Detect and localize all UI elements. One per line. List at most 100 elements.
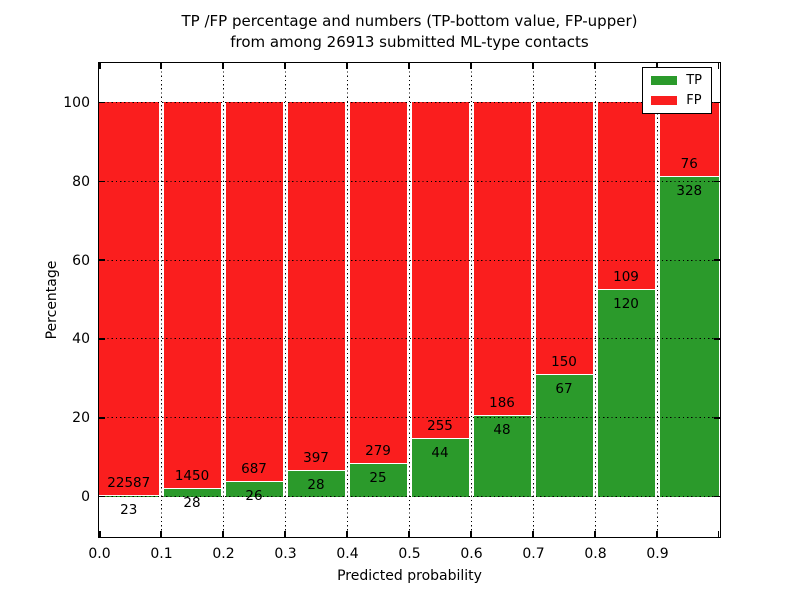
x-tick-mark: [160, 63, 162, 69]
bar-label-tp-count: 328: [676, 182, 703, 199]
bar-segment-tp: [535, 374, 593, 497]
x-tick-label: 0.4: [336, 546, 359, 562]
bar-segment-tp: [411, 438, 469, 497]
bar-label-tp-count: 120: [613, 296, 639, 313]
vertical-gridline: [222, 63, 224, 537]
x-axis-label: Predicted probability: [337, 568, 482, 584]
bar-label-fp-count: 1450: [174, 468, 210, 485]
chart-title: TP /FP percentage and numbers (TP-bottom…: [98, 11, 721, 53]
legend-entry: TP: [651, 74, 702, 87]
vertical-gridline: [346, 63, 348, 537]
y-tick-mark: [99, 180, 105, 182]
y-tick-mark: [99, 495, 105, 498]
x-tick-mark: [594, 63, 596, 69]
x-tick-mark: [222, 531, 224, 537]
chart-title-line1: TP /FP percentage and numbers (TP-bottom…: [181, 12, 638, 30]
vertical-gridline: [656, 63, 658, 537]
y-tick-mark: [714, 495, 720, 498]
y-tick-label: 100: [63, 94, 90, 111]
x-tick-mark: [717, 531, 719, 537]
vertical-gridline: [284, 63, 286, 537]
bar-label-tp-count: 44: [431, 444, 449, 461]
y-tick-mark: [714, 101, 720, 104]
bar-segment-tp: [597, 290, 655, 497]
x-tick-mark: [532, 63, 534, 69]
tp-color-swatch: [651, 76, 678, 85]
bar-label-tp-count: 67: [555, 380, 573, 397]
bar-label-fp-count: 255: [427, 417, 453, 434]
x-tick-mark: [470, 63, 472, 69]
vertical-gridline: [470, 63, 472, 537]
legend-entry: FP: [651, 94, 702, 107]
bar-segment-fp: [163, 102, 221, 489]
bar-segment-fp: [597, 102, 655, 290]
x-tick-mark: [99, 531, 101, 537]
y-tick-label: 60: [72, 252, 90, 269]
y-axis-label: Percentage: [44, 260, 60, 340]
bar-segment-fp: [473, 102, 531, 415]
x-tick-mark: [408, 63, 410, 69]
y-tick-mark: [714, 259, 720, 261]
bar-segment-tp: [349, 464, 407, 497]
x-tick-mark: [656, 63, 658, 69]
bar-label-fp-count: 279: [365, 443, 391, 460]
bar-label-fp-count: 687: [241, 461, 267, 478]
bar-segment-tp: [225, 482, 283, 497]
bar-segment-fp: [99, 102, 159, 496]
x-tick-mark: [346, 531, 348, 537]
plot-area: TP FP 22587 23 1450 28 687 26 397 28 279 25 255 44 18…: [98, 62, 721, 538]
x-tick-mark: [408, 531, 410, 537]
vertical-gridline: [160, 63, 162, 537]
x-tick-label: 0.3: [274, 546, 297, 562]
x-tick-mark: [470, 531, 472, 537]
bar-label-fp-count: 22587: [107, 475, 151, 492]
bar-segment-fp: [411, 102, 469, 438]
bar-label-fp-count: 150: [551, 353, 577, 370]
vertical-gridline: [532, 63, 534, 537]
bar-label-fp-count: 109: [613, 269, 639, 286]
legend-label: TP: [686, 73, 702, 88]
bar-label-fp-count: 186: [489, 394, 515, 411]
x-tick-label: 0.9: [646, 546, 669, 562]
x-tick-mark: [222, 63, 224, 69]
y-tick-mark: [714, 180, 720, 182]
bar-label-tp-count: 23: [120, 502, 138, 519]
horizontal-gridline: [99, 180, 720, 182]
horizontal-gridline: [99, 417, 720, 419]
y-tick-label: 80: [72, 173, 90, 190]
legend-label: FP: [686, 93, 702, 108]
bar-label-tp-count: 25: [369, 470, 387, 487]
bar-segment-tp: [659, 176, 719, 497]
y-tick-mark: [99, 101, 105, 104]
x-tick-label: 0.1: [150, 546, 173, 562]
bar-segment-fp: [659, 102, 719, 176]
bar-label-tp-count: 28: [183, 495, 201, 512]
chart-title-line2: from among 26913 submitted ML-type conta…: [230, 33, 589, 51]
bar-segment-tp: [473, 415, 531, 497]
x-tick-label: 0.2: [212, 546, 235, 562]
x-tick-mark: [160, 531, 162, 537]
horizontal-gridline: [99, 496, 720, 498]
bar-label-tp-count: 48: [493, 421, 511, 438]
y-tick-mark: [714, 338, 720, 340]
y-tick-mark: [99, 338, 105, 340]
x-tick-label: 0.7: [522, 546, 545, 562]
x-tick-label: 0.5: [398, 546, 421, 562]
x-tick-mark: [532, 531, 534, 537]
y-tick-mark: [99, 259, 105, 261]
horizontal-gridline: [99, 259, 720, 261]
bar-segment-tp: [287, 470, 345, 497]
vertical-gridline: [594, 63, 596, 537]
bar-label-tp-count: 28: [307, 476, 325, 493]
x-tick-mark: [284, 63, 286, 69]
x-tick-mark: [594, 531, 596, 537]
x-tick-mark: [656, 531, 658, 537]
bar-segment-fp: [225, 102, 283, 482]
x-tick-label: 0.6: [460, 546, 483, 562]
y-tick-label: 40: [72, 331, 90, 348]
x-tick-mark: [717, 63, 719, 69]
bar-label-fp-count: 397: [303, 449, 329, 466]
bar-segment-tp: [163, 489, 221, 497]
x-tick-label: 0.0: [88, 546, 111, 562]
